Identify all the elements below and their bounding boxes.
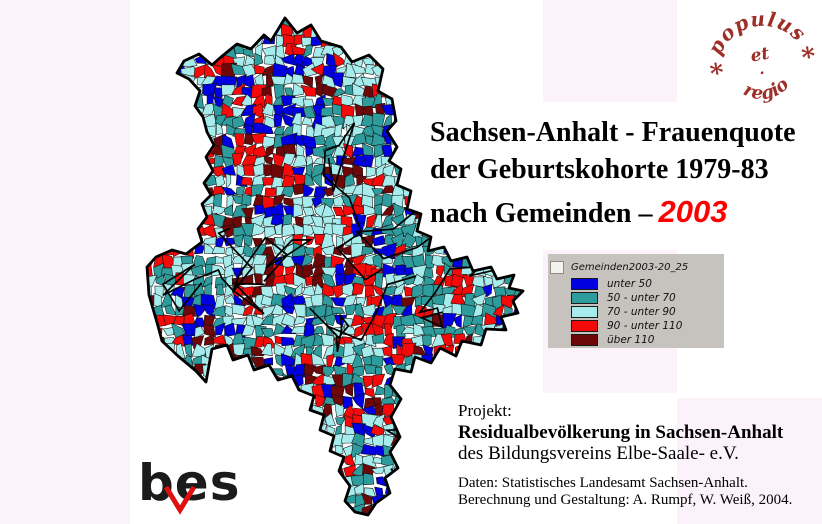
legend-label: 70 - unter 90 bbox=[607, 306, 676, 318]
legend-swatch bbox=[571, 334, 598, 346]
project-line2: des Bildungsvereins Elbe-Saale- e.V. bbox=[458, 443, 739, 464]
legend-item: über 110 bbox=[571, 333, 724, 347]
project-line1: Residualbevölkerung in Sachsen-Anhalt bbox=[458, 422, 784, 443]
legend-header: Gemeinden2003-20_25 bbox=[548, 254, 724, 277]
project-credit1: Daten: Statistisches Landesamt Sachsen-A… bbox=[458, 475, 748, 491]
map-legend: Gemeinden2003-20_25 unter 50 50 - unter 7… bbox=[548, 254, 724, 348]
legend-swatch bbox=[571, 292, 598, 304]
legend-item: 50 - unter 70 bbox=[571, 291, 724, 305]
project-matte bbox=[450, 393, 677, 524]
legend-item: unter 50 bbox=[571, 277, 724, 291]
legend-item: 70 - unter 90 bbox=[571, 305, 724, 319]
legend-label: unter 50 bbox=[607, 278, 652, 290]
title-year: 2003 bbox=[658, 194, 728, 229]
seal-star-left: * bbox=[708, 58, 727, 90]
legend-swatch bbox=[571, 278, 598, 290]
legend-item: 90 - unter 110 bbox=[571, 319, 724, 333]
svg-text:regio: regio bbox=[737, 72, 795, 108]
seal-dot: . bbox=[757, 60, 765, 79]
project-credit2: Berechnung und Gestaltung: A. Rumpf, W. … bbox=[458, 492, 793, 508]
legend-title: Gemeinden2003-20_25 bbox=[571, 262, 689, 273]
title-matte bbox=[428, 102, 677, 250]
seal-star-right: * bbox=[800, 42, 819, 74]
legend-label: 50 - unter 70 bbox=[607, 292, 676, 304]
legend-swatch bbox=[571, 320, 598, 332]
legend-items: unter 50 50 - unter 70 70 - unter 90 90 - u… bbox=[548, 277, 724, 347]
populus-et-regio-seal: populus regio et . * * bbox=[700, 2, 819, 108]
title-line3-prefix: nach Gemeinden – bbox=[430, 198, 653, 229]
project-label: Projekt: bbox=[458, 401, 512, 420]
legend-checkbox[interactable] bbox=[550, 261, 564, 274]
project-block: Projekt: Residualbevölkerung in Sachsen-… bbox=[458, 400, 792, 509]
state-outline bbox=[145, 16, 525, 517]
map-title: Sachsen-Anhalt - Frauenquote der Geburts… bbox=[430, 114, 796, 232]
bes-check-icon bbox=[163, 485, 197, 515]
seal-middle-text: et bbox=[749, 44, 771, 67]
title-line2: der Geburtskohorte 1979-83 bbox=[430, 154, 769, 185]
legend-label: 90 - unter 110 bbox=[607, 320, 683, 332]
legend-swatch bbox=[571, 306, 598, 318]
seal-bottom-text: regio bbox=[737, 72, 795, 108]
title-line3: nach Gemeinden –2003 bbox=[430, 193, 796, 232]
legend-label: über 110 bbox=[607, 334, 655, 346]
bes-logo: bes bbox=[138, 458, 268, 518]
title-line1: Sachsen-Anhalt - Frauenquote bbox=[430, 117, 796, 148]
